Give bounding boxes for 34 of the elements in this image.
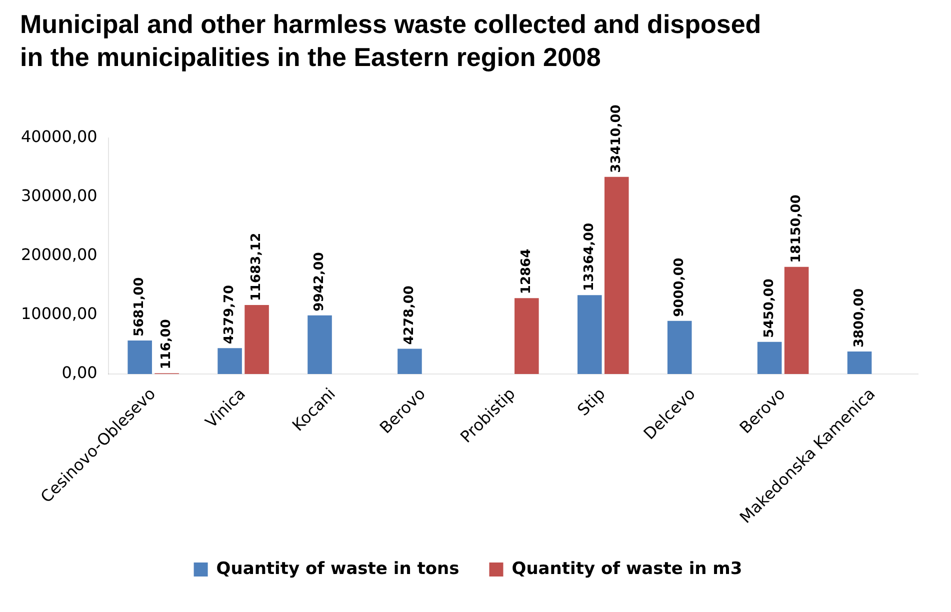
y-tick-label: 10000,00 [21, 304, 98, 324]
bar [847, 352, 872, 374]
y-tick-label: 20000,00 [21, 245, 98, 264]
data-label: 9942,00 [312, 252, 328, 312]
bar [514, 298, 539, 374]
bar [398, 348, 422, 374]
bar [244, 305, 269, 374]
bar [577, 295, 602, 374]
y-tick-label: 30000,00 [21, 186, 98, 206]
bar [308, 315, 332, 374]
bar [784, 266, 809, 374]
bar [604, 176, 629, 374]
bar [667, 320, 692, 374]
legend-label: Quantity of waste in m3 [512, 558, 742, 579]
data-label: 13364,00 [582, 222, 598, 292]
data-label: 3800,00 [852, 288, 867, 348]
data-label: 9000,00 [672, 258, 687, 317]
data-label: 116,00 [159, 319, 174, 370]
legend-label: Quantity of waste in tons [216, 558, 460, 579]
bar [128, 340, 152, 374]
y-tick-label: 40000,00 [21, 127, 98, 146]
data-label: 4379,70 [222, 284, 238, 344]
y-tick-label: 0,00 [62, 363, 98, 382]
data-label: 12864 [519, 248, 534, 294]
data-label: 18150,00 [788, 194, 804, 263]
data-label: 5450,00 [762, 278, 777, 338]
data-label: 5681,00 [132, 277, 148, 336]
chart-title: Municipal and other harmless waste collected and disposed in the municipalities in the Eastern region 2008 [20, 8, 762, 74]
data-label: 33410,00 [609, 104, 624, 173]
x-tick-label: Stip [574, 384, 609, 420]
data-label: 4278,00 [402, 286, 418, 345]
bar [757, 342, 782, 374]
bar [218, 348, 242, 374]
data-label: 11683,12 [249, 232, 264, 302]
